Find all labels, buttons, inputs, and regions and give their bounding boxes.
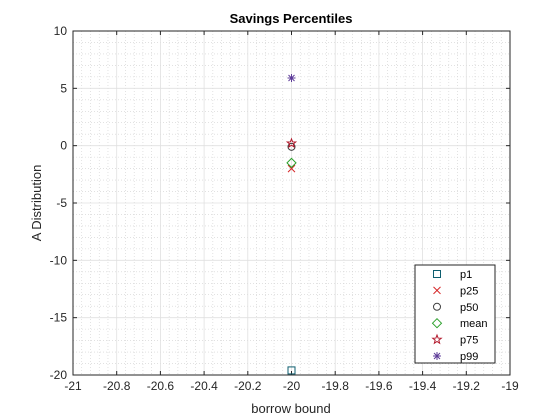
legend-label-p99: p99 bbox=[460, 351, 478, 363]
legend-marker-p50 bbox=[433, 302, 441, 311]
legend-label-p1: p1 bbox=[460, 269, 472, 281]
x-tick-labels: -21 -20.8 -20.6 -20.4 -20.2 -20 -19.8 -19.6 -19.… bbox=[64, 379, 519, 393]
data-point-p75 bbox=[285, 137, 298, 149]
data-point-p25 bbox=[287, 164, 296, 173]
x-tick-label: -20.6 bbox=[147, 379, 175, 393]
legend-marker-mean bbox=[431, 317, 443, 329]
y-tick-label: -5 bbox=[56, 196, 67, 210]
y-tick-label: 0 bbox=[60, 139, 67, 153]
data-points bbox=[285, 74, 298, 375]
data-point-p50 bbox=[287, 142, 296, 151]
legend-marker-p99 bbox=[433, 352, 441, 360]
legend-label-p50: p50 bbox=[460, 302, 478, 314]
legend-marker-p1 bbox=[433, 270, 441, 278]
x-tick-label: -20 bbox=[283, 379, 301, 393]
legend-items: p1 p25 p50 mean p75 p99 bbox=[431, 269, 488, 363]
x-tick-label: -20.8 bbox=[103, 379, 131, 393]
data-point-mean bbox=[286, 157, 297, 169]
x-tick-label: -19.4 bbox=[409, 379, 437, 393]
x-axis-label: borrow bound bbox=[251, 401, 331, 416]
chart-title: Savings Percentiles bbox=[230, 11, 353, 26]
y-tick-label: -15 bbox=[50, 311, 68, 325]
x-tick-label: -19.8 bbox=[322, 379, 350, 393]
data-point-p99 bbox=[287, 74, 296, 83]
y-tick-label: -10 bbox=[50, 253, 68, 267]
y-tick-label: -20 bbox=[50, 368, 68, 382]
tick-marks bbox=[72, 30, 511, 376]
y-tick-label: 5 bbox=[60, 81, 67, 95]
legend-label-p25: p25 bbox=[460, 285, 478, 297]
x-tick-label: -19.2 bbox=[453, 379, 481, 393]
legend-box bbox=[414, 264, 496, 364]
legend: p1 p25 p50 mean p75 p99 bbox=[414, 264, 496, 364]
y-tick-label: 10 bbox=[54, 24, 68, 38]
x-tick-label: -19.6 bbox=[365, 379, 393, 393]
data-point-p1 bbox=[287, 366, 296, 375]
y-axis-label: A Distribution bbox=[29, 165, 44, 242]
legend-marker-p75 bbox=[431, 333, 443, 345]
x-tick-label: -19 bbox=[501, 379, 519, 393]
legend-marker-p25 bbox=[433, 286, 441, 295]
x-tick-label: -20.2 bbox=[234, 379, 262, 393]
x-tick-label: -21 bbox=[64, 379, 82, 393]
legend-label-p75: p75 bbox=[460, 335, 478, 347]
y-tick-labels: -20 -15 -10 -5 0 5 10 bbox=[50, 24, 68, 382]
legend-label-mean: mean bbox=[460, 318, 488, 330]
x-tick-label: -20.4 bbox=[190, 379, 218, 393]
